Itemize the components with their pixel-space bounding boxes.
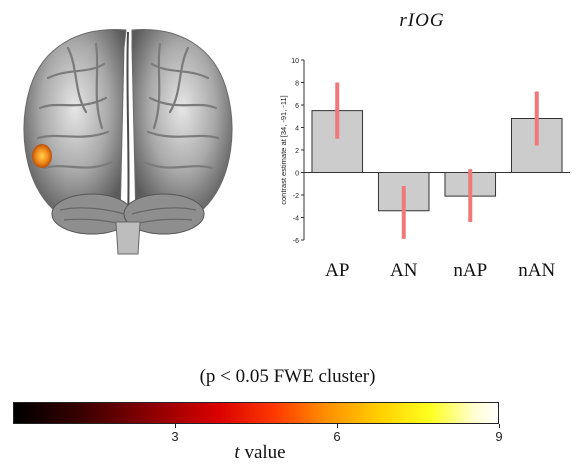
bar-chart-svg: -6 -4 -2 0 2 4 6 8 10 contrast estimate at [34, -… [279,58,570,281]
colorbar-tick [174,424,176,428]
y-axis-label: contrast estimate at [34, -91, -11] [279,95,288,205]
y-tick-label: -2 [293,193,299,200]
x-tick-label: nAN [518,260,555,281]
colorbar: 3 6 9 [13,402,503,444]
threshold-caption: (p < 0.05 FWE cluster) [199,366,376,387]
y-tick-label: -4 [293,216,299,223]
colorbar-label-text: value [239,442,286,463]
chart-title: rIOG [399,10,445,31]
y-tick-label: 2 [295,148,299,155]
colorbar-tick [498,424,500,428]
x-tick-label: AP [325,260,349,281]
colorbar-tick-label: 6 [333,429,341,444]
colorbar-tick [336,424,338,428]
brain-render-icon [23,29,233,255]
y-tick-label: -6 [293,238,299,245]
colorbar-label: t value [0,442,520,464]
colorbar-label-var: t [234,442,240,463]
x-tick-label: AN [390,260,418,281]
y-tick-label: 10 [291,58,299,65]
colorbar-tick-label: 9 [495,429,503,444]
x-tick-label: nAP [453,260,487,281]
y-tick-label: 0 [295,171,299,178]
y-tick-label: 8 [295,81,299,88]
activation-cluster [32,144,52,168]
bar-AP [311,110,364,173]
brain-render [8,8,248,268]
colorbar-gradient [13,402,499,424]
bar-chart: rIOG -6 -4 -2 0 2 4 6 8 10 contrast estimate at [… [272,6,572,296]
y-tick-label: 6 [295,103,299,110]
colorbar-tick-label: 3 [171,429,179,444]
y-tick-label: 4 [295,126,299,133]
